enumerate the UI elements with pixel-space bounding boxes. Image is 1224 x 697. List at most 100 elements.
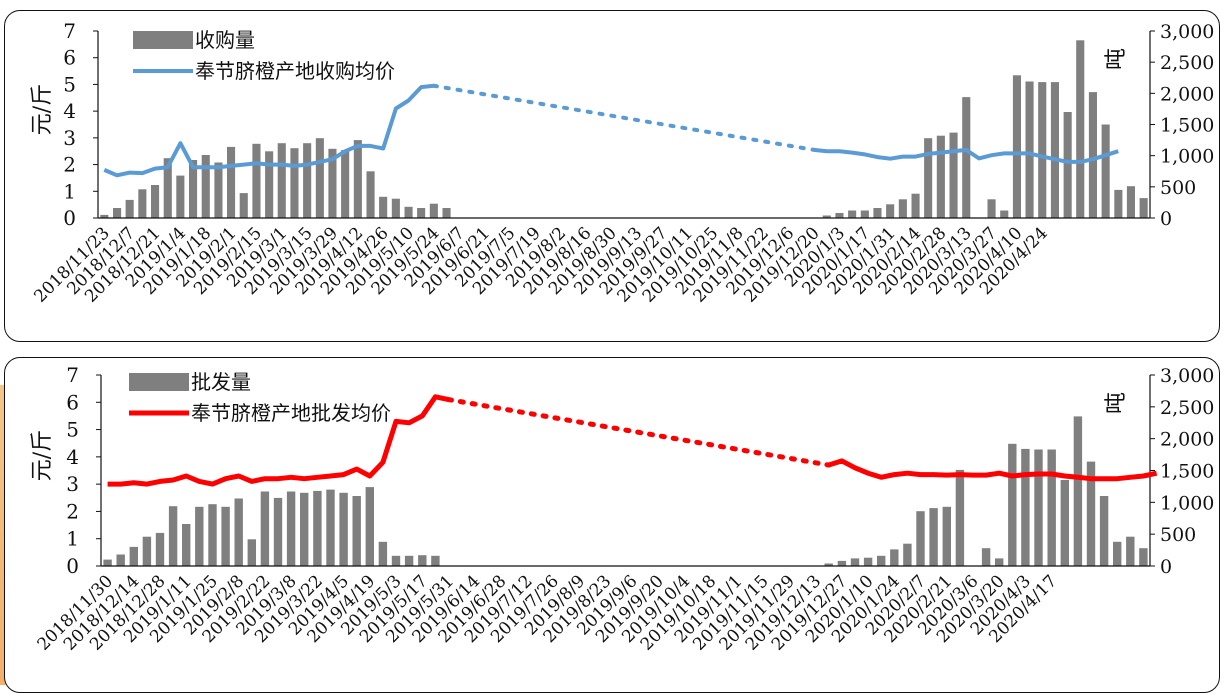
bar-mark [886,204,895,218]
bar-mark [1021,448,1030,566]
right-tick-label: 1,500 [1160,115,1214,137]
bar-mark [129,546,138,566]
bar-mark [835,213,844,218]
bar-mark [103,559,112,566]
price-line-dotted-gap [431,83,817,152]
bar-mark [113,208,122,218]
bar-mark [353,140,362,218]
legend-bar-swatch [129,373,189,391]
left-tick-label: 3 [66,472,79,496]
left-axis-title: 元/斤 [30,430,55,481]
bar-mark [942,506,951,566]
bar-mark [898,199,907,218]
bar-mark [1101,124,1110,218]
left-tick-label: 2 [66,499,79,523]
bar-mark [1086,461,1096,566]
bar-mark [981,548,991,566]
bar-mark [995,558,1004,566]
bar-mark [339,492,348,566]
bar-mark [1099,496,1109,566]
bar-mark [1076,40,1085,218]
right-tick-label: 500 [1160,177,1196,199]
right-tick-label: 1,000 [1160,146,1214,168]
bar-mark [1126,536,1135,566]
bar-mark [1126,186,1135,218]
bar-mark [341,150,350,218]
bar-mark [328,148,337,218]
bar-mark [962,97,971,218]
bar-mark [182,524,191,566]
bar-mark [391,198,400,218]
bar-mark [429,203,438,218]
bar-mark [378,541,388,566]
bar-mark [300,492,309,566]
bar-mark [822,215,831,218]
orange-edge-decoration [0,385,6,685]
bar-mark [1088,92,1097,218]
bar-mark [1114,189,1123,218]
left-tick-label: 0 [66,554,79,578]
bar-mark [168,506,178,566]
bar-mark [326,489,335,566]
bar-mark [247,539,256,566]
legend-line-label: 奉节脐橙产地收购均价 [195,59,395,83]
left-tick-label: 4 [66,445,79,469]
bar-mark [365,487,374,566]
bar-mark [303,143,312,218]
right-tick-label: 3,000 [1160,365,1214,387]
bar-mark [824,563,833,566]
bar-mark [100,214,109,218]
bar-mark [1060,480,1069,566]
bar-mark [315,138,324,218]
right-tick-label: 2,500 [1160,52,1214,74]
bar-mark [924,138,933,218]
bar-mark [366,171,375,219]
bar-mark [1025,81,1034,218]
price-line-dotted-gap [445,397,832,468]
bar-mark [877,555,886,566]
bar-mark [850,558,860,566]
bar-mark [290,148,299,218]
bar-mark [1050,82,1059,218]
bar-mark [227,146,236,218]
purchase-chart-svg: 0123456705001,0001,5002,0002,5003,000元/斤… [30,19,1214,307]
bar-mark [417,208,426,218]
left-tick-label: 5 [63,72,76,96]
bar-mark [214,162,223,218]
bar-mark [863,557,873,566]
price-line-series [827,458,1158,482]
bar-mark [286,491,296,566]
legend-bar-label: 批发量 [191,370,251,394]
right-tick-label: 2,500 [1160,397,1214,419]
left-tick-label: 6 [66,390,79,414]
bar-mark [1139,198,1148,218]
price-line-series [107,394,450,487]
bar-mark [260,491,270,566]
bar-mark [916,511,925,566]
bar-mark [418,555,427,566]
bar-mark [1139,548,1148,566]
bar-mark [221,506,230,566]
wholesale-chart-svg: 0 1 2 3 4 5 6 7 0 500 1,000 1,500 2,000 2,500 3,000 元/斤… [30,363,1214,655]
bar-mark [873,208,882,218]
right-tick-label: 2,000 [1160,429,1214,451]
bar-mark [125,199,134,218]
left-tick-label: 0 [63,206,76,230]
right-axis-title: 吨 [1104,392,1129,414]
wholesale-chart-panel: 0 1 2 3 4 5 6 7 0 500 1,000 1,500 2,000 2,500 3,000 元/斤… [4,357,1220,693]
bar-mark [189,160,198,218]
price-line-series [103,83,435,178]
bar-mark [273,497,283,566]
left-tick-label: 5 [66,418,79,442]
bar-mark [155,532,165,566]
right-tick-label: 3,000 [1160,21,1214,43]
bar-mark [208,504,217,566]
right-tick-label: 0 [1160,208,1172,230]
bar-mark [391,555,401,566]
left-tick-label: 7 [66,363,79,387]
bar-mark [442,208,451,218]
bar-mark [313,490,322,566]
bar-mark [277,143,286,218]
bar-mark [1008,443,1017,566]
bar-mark [252,143,261,218]
